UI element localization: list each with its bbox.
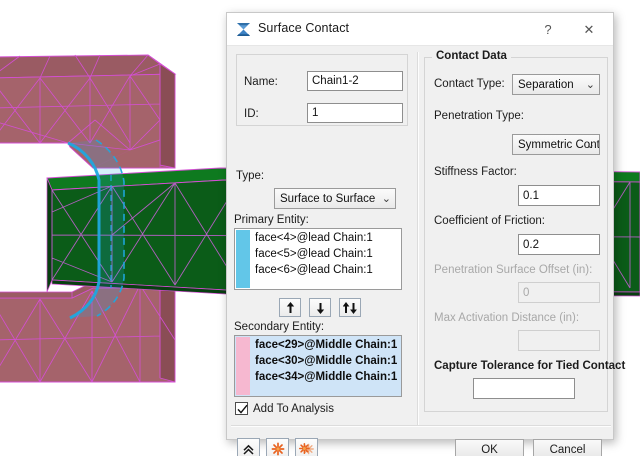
close-button[interactable]: ✕ — [583, 21, 595, 37]
dialog-title: Surface Contact — [258, 21, 350, 35]
primary-entity-items: face<4>@lead Chain:1 face<5>@lead Chain:… — [253, 230, 400, 288]
stiffness-factor-label: Stiffness Factor: — [434, 166, 517, 178]
chevron-down-icon: ⌄ — [381, 192, 391, 205]
contact-type-label: Contact Type: — [434, 78, 505, 90]
dialog-body: Name: Chain1-2 ID: 1 Type: Surface to Su… — [227, 46, 625, 456]
chevron-down-icon: ⌄ — [585, 78, 595, 91]
down-arrow-icon — [316, 302, 324, 314]
secondary-entity-label: Secondary Entity: — [234, 321, 325, 333]
contact-data-title: Contact Data — [432, 50, 511, 62]
swap-entities-button[interactable] — [339, 298, 361, 317]
capture-tolerance-label: Capture Tolerance for Tied Contact — [434, 360, 626, 372]
checkmark-icon — [237, 404, 248, 414]
contact-type-value: Separation — [518, 78, 574, 91]
column-divider — [417, 52, 419, 425]
right-column: Contact Data Contact Type: Separation ⌄ … — [418, 46, 625, 425]
max-activation-label: Max Activation Distance (in): — [434, 312, 580, 324]
highlighted-contact-face — [67, 139, 125, 320]
name-label: Name: — [244, 76, 278, 88]
list-item[interactable]: face<30>@Middle Chain:1 — [255, 355, 398, 367]
ok-button[interactable]: OK — [455, 439, 524, 456]
primary-entity-label: Primary Entity: — [234, 214, 309, 226]
identity-groupbox — [236, 54, 408, 126]
hourglass-icon — [235, 21, 252, 38]
type-select-value: Surface to Surface — [280, 192, 376, 205]
secondary-entity-list[interactable]: face<29>@Middle Chain:1 face<30>@Middle … — [234, 335, 402, 397]
penetration-type-select[interactable]: Symmetric Conta ⌄ — [512, 134, 600, 155]
list-item[interactable]: face<4>@lead Chain:1 — [255, 232, 373, 244]
add-to-analysis-checkbox[interactable]: Add To Analysis — [235, 402, 334, 415]
checkbox-box — [235, 402, 248, 415]
stiffness-factor-input[interactable]: 0.1 — [518, 185, 600, 206]
up-down-arrow-icon — [343, 301, 357, 314]
list-item[interactable]: face<29>@Middle Chain:1 — [255, 339, 398, 351]
move-up-button[interactable] — [279, 298, 301, 317]
contact-data-groupbox — [424, 57, 608, 412]
penetration-offset-input: 0 — [518, 282, 600, 303]
collapse-button[interactable] — [237, 438, 260, 456]
capture-tolerance-input[interactable] — [473, 378, 575, 399]
friction-input[interactable]: 0.2 — [518, 234, 600, 255]
penetration-offset-label: Penetration Surface Offset (in): — [434, 264, 593, 276]
primary-entity-list[interactable]: face<4>@lead Chain:1 face<5>@lead Chain:… — [234, 228, 402, 290]
primary-entity-color-swatch — [236, 230, 250, 288]
chevron-down-icon: ⌄ — [585, 138, 595, 151]
footer-divider — [231, 425, 611, 427]
chain-link-lower-arm — [0, 281, 176, 383]
list-item[interactable]: face<34>@Middle Chain:1 — [255, 371, 398, 383]
dialog-titlebar[interactable]: Surface Contact ? ✕ — [227, 13, 613, 46]
add-to-analysis-label: Add To Analysis — [253, 402, 334, 415]
double-orange-asterisk-icon — [299, 442, 314, 455]
contact-type-select[interactable]: Separation ⌄ — [512, 74, 600, 95]
penetration-type-value: Symmetric Conta — [518, 138, 600, 151]
max-activation-input — [518, 330, 600, 351]
up-arrow-icon — [286, 301, 294, 313]
list-item[interactable]: face<5>@lead Chain:1 — [255, 248, 373, 260]
id-label: ID: — [244, 108, 259, 120]
secondary-entity-color-swatch — [236, 337, 250, 395]
orange-asterisk-icon — [271, 442, 284, 456]
highlight-all-button[interactable] — [295, 438, 318, 456]
list-item[interactable]: face<6>@lead Chain:1 — [255, 264, 373, 276]
name-input[interactable]: Chain1-2 — [307, 71, 403, 91]
move-down-button[interactable] — [309, 298, 331, 317]
help-button[interactable]: ? — [544, 22, 552, 37]
cancel-button[interactable]: Cancel — [533, 439, 602, 456]
type-select[interactable]: Surface to Surface ⌄ — [274, 188, 396, 209]
type-label: Type: — [236, 170, 265, 182]
chain-link-upper-arm — [0, 54, 177, 169]
secondary-entity-items: face<29>@Middle Chain:1 face<30>@Middle … — [253, 337, 400, 395]
surface-contact-dialog: Surface Contact ? ✕ Name: Chain1-2 ID: 1… — [226, 12, 625, 456]
highlight-button[interactable] — [266, 438, 289, 456]
double-chevron-up-icon — [243, 444, 254, 455]
penetration-type-label: Penetration Type: — [434, 110, 524, 122]
id-input[interactable]: 1 — [307, 103, 403, 123]
left-column: Name: Chain1-2 ID: 1 Type: Surface to Su… — [227, 46, 417, 425]
friction-label: Coefficient of Friction: — [434, 215, 546, 227]
dialog-footer: OK Cancel — [227, 426, 613, 456]
